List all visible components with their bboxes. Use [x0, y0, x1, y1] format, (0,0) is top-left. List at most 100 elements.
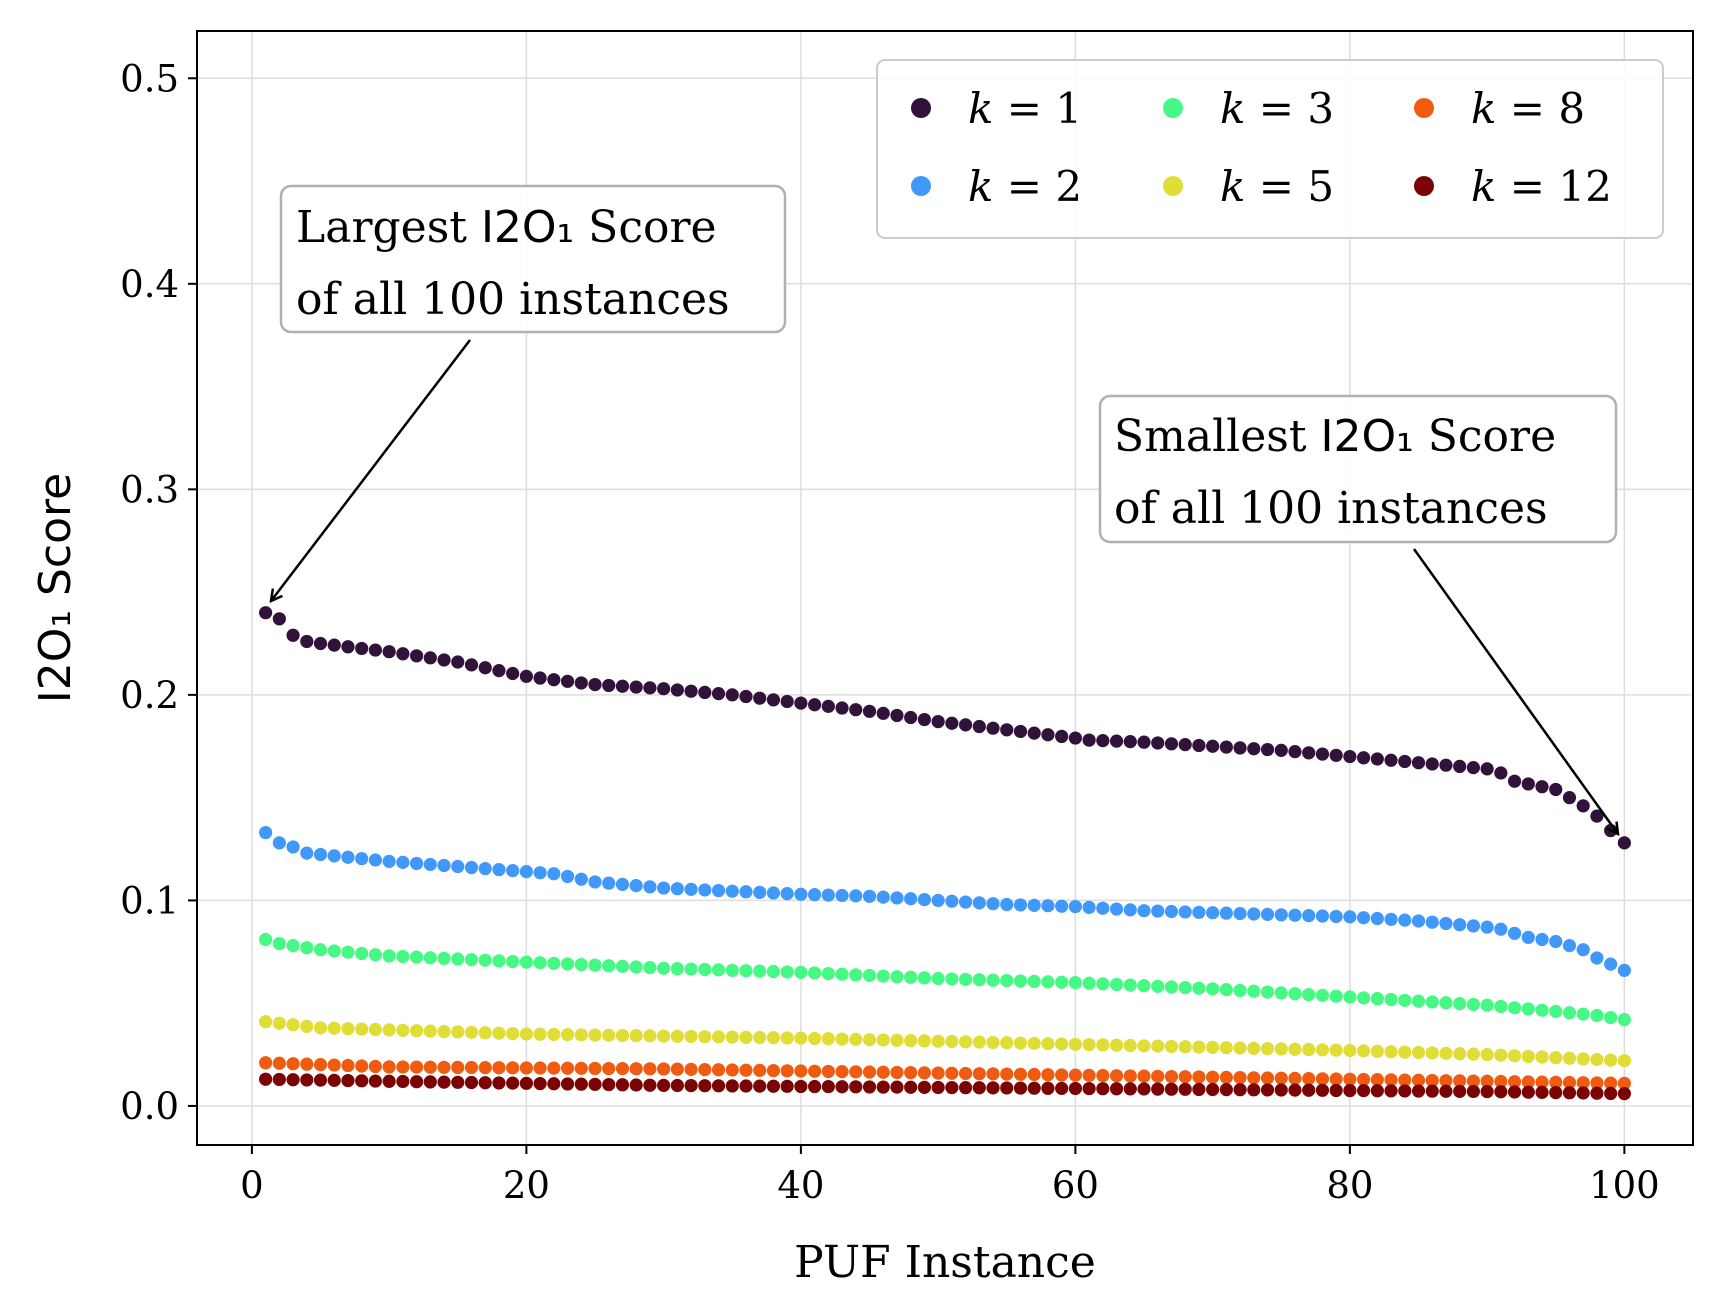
data-point — [1068, 1081, 1082, 1096]
data-point — [931, 971, 945, 986]
data-point — [1206, 1082, 1220, 1097]
data-point — [492, 862, 506, 877]
data-point — [739, 1063, 753, 1077]
y-axis-label-metric: I2O₁ Score — [30, 473, 81, 703]
data-point — [1192, 1070, 1206, 1084]
data-point — [753, 691, 767, 705]
data-point — [602, 678, 616, 693]
data-point — [958, 972, 973, 986]
data-point — [1219, 906, 1233, 920]
data-point — [1617, 1087, 1631, 1101]
data-point — [355, 1022, 369, 1036]
data-point — [519, 1027, 533, 1041]
smallest-score-line-2: of all 100 instances — [1114, 483, 1548, 534]
data-point — [1439, 1046, 1453, 1060]
legend-marker — [1414, 176, 1434, 196]
data-point — [711, 1079, 726, 1093]
data-point — [382, 645, 396, 659]
data-point — [1192, 1040, 1206, 1054]
data-point — [739, 1030, 753, 1044]
data-point — [1357, 1084, 1371, 1098]
data-point — [1521, 930, 1535, 945]
data-point — [1260, 1071, 1275, 1085]
data-point — [1082, 1068, 1096, 1082]
legend-item-k-3: k = 3 — [1163, 84, 1334, 133]
data-point — [1055, 975, 1069, 989]
data-point — [904, 970, 918, 984]
y-axis: 0.0 0.1 0.2 0.3 0.4 0.5 — [120, 57, 197, 1128]
data-point — [464, 953, 479, 967]
data-point — [560, 1061, 575, 1075]
data-point — [1562, 1006, 1577, 1020]
data-point — [808, 698, 822, 712]
data-point — [1521, 777, 1535, 791]
data-point — [547, 1027, 561, 1042]
data-point — [711, 963, 726, 977]
legend-label: k = 5 — [1220, 162, 1334, 211]
data-point — [1068, 976, 1082, 990]
data-point — [1562, 1075, 1577, 1090]
data-point — [945, 1034, 959, 1049]
data-point — [670, 1062, 684, 1076]
data-point — [1082, 976, 1096, 990]
data-point — [1370, 1044, 1384, 1058]
data-point — [835, 888, 849, 903]
data-point — [1082, 733, 1096, 747]
data-point — [986, 1081, 1000, 1095]
data-point — [1151, 1039, 1165, 1053]
data-point — [629, 879, 643, 893]
data-point — [1357, 1044, 1371, 1058]
data-point — [1055, 1081, 1069, 1095]
data-point — [1027, 726, 1041, 740]
data-point — [629, 1062, 643, 1076]
x-tick-label: 60 — [1052, 1164, 1099, 1207]
data-point — [1329, 909, 1343, 924]
data-point — [1343, 990, 1357, 1004]
data-point — [492, 954, 506, 968]
data-point — [890, 1080, 904, 1094]
data-point — [931, 714, 945, 729]
data-point — [1206, 1040, 1220, 1054]
data-point — [1041, 975, 1055, 989]
data-point — [1000, 1081, 1014, 1095]
data-point — [1562, 1086, 1577, 1100]
data-point — [1013, 898, 1028, 912]
data-point — [588, 958, 602, 972]
data-point — [409, 649, 424, 663]
data-point — [1288, 1083, 1302, 1097]
data-point — [698, 1062, 712, 1077]
data-point — [533, 1076, 547, 1091]
data-point — [1604, 1010, 1618, 1025]
data-point — [1109, 1038, 1124, 1052]
data-point — [313, 1058, 328, 1072]
data-point — [1535, 932, 1549, 947]
data-point — [698, 685, 712, 700]
data-point — [835, 701, 849, 715]
data-point — [1398, 1073, 1412, 1087]
legend: k = 1 k = 2 k = 3 k = 5 k = 8 k = 12 — [876, 59, 1664, 239]
x-tick-label: 0 — [240, 1164, 264, 1207]
data-point — [808, 966, 822, 980]
data-point — [1576, 1052, 1590, 1066]
data-point — [602, 1077, 616, 1092]
data-point — [1302, 746, 1316, 760]
data-point — [1357, 911, 1371, 925]
data-point — [835, 967, 849, 981]
data-point — [1384, 1045, 1398, 1059]
legend-box — [876, 59, 1664, 239]
data-point — [780, 965, 794, 979]
data-point — [437, 653, 451, 667]
data-point — [972, 719, 986, 734]
data-point — [1411, 994, 1426, 1008]
data-point — [1206, 1070, 1220, 1084]
data-point — [670, 962, 684, 976]
data-point — [355, 946, 369, 961]
largest-score-box — [279, 184, 787, 334]
data-point — [327, 944, 341, 958]
data-point — [1109, 1082, 1124, 1096]
data-point — [657, 1062, 671, 1076]
data-point — [794, 696, 808, 710]
data-point — [1453, 1084, 1467, 1098]
data-point — [615, 1062, 630, 1076]
data-point — [547, 673, 561, 687]
